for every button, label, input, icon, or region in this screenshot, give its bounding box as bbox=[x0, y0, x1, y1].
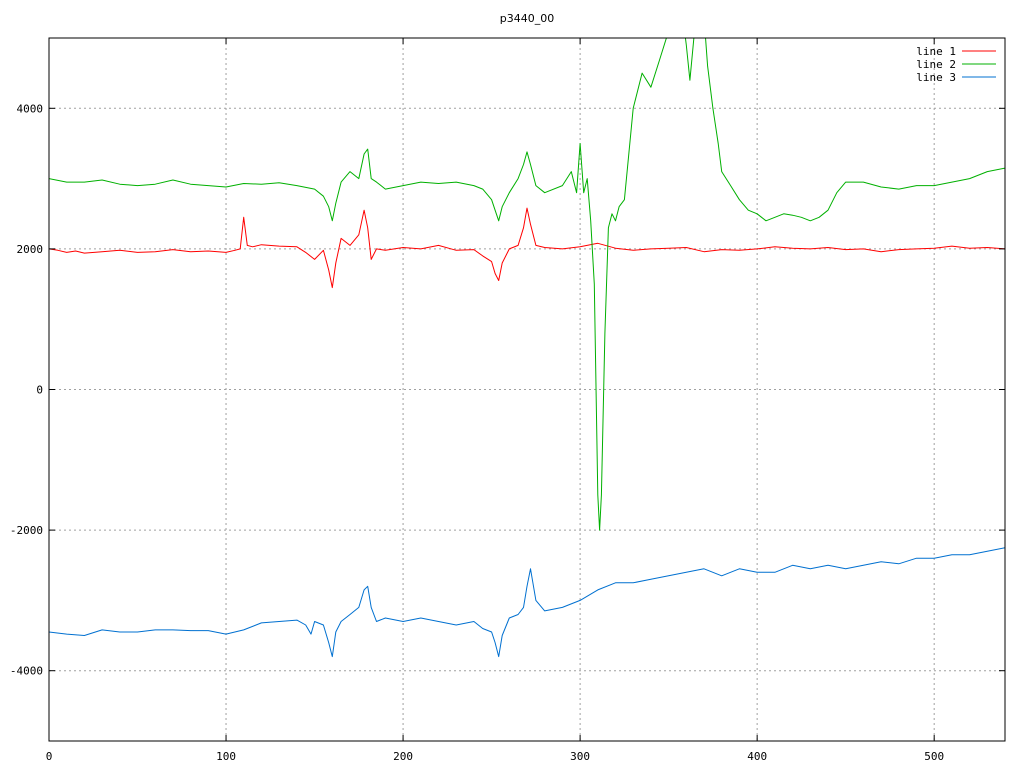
y-tick-label: -4000 bbox=[10, 665, 43, 678]
y-tick-label: 2000 bbox=[17, 243, 44, 256]
series-lines bbox=[49, 38, 1005, 658]
axis-ticks: 0 100 200 300 400 500 -4000 -2000 0 2000 4000 bbox=[10, 38, 1005, 763]
legend-label: line 1 bbox=[916, 45, 956, 58]
x-tick-label: 0 bbox=[46, 750, 53, 763]
series-line-1 bbox=[49, 207, 1005, 289]
chart-title: p3440_00 bbox=[500, 12, 554, 25]
legend-label: line 3 bbox=[916, 71, 956, 84]
legend-label: line 2 bbox=[916, 58, 956, 71]
x-tick-label: 300 bbox=[570, 750, 590, 763]
y-tick-label: 0 bbox=[36, 384, 43, 397]
x-tick-label: 400 bbox=[747, 750, 767, 763]
series-line-3 bbox=[49, 547, 1005, 658]
x-tick-label: 100 bbox=[216, 750, 236, 763]
x-tick-label: 200 bbox=[393, 750, 413, 763]
x-tick-label: 500 bbox=[924, 750, 944, 763]
y-tick-label: 4000 bbox=[17, 102, 44, 115]
grid-lines bbox=[49, 38, 1005, 741]
y-tick-label: -2000 bbox=[10, 524, 43, 537]
series-line-2 bbox=[49, 38, 1005, 531]
